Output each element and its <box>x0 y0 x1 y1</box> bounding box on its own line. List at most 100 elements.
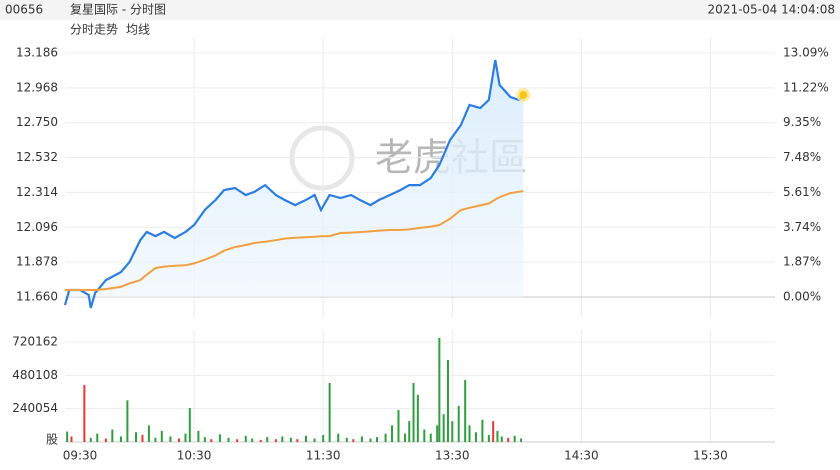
volume-bar <box>147 425 150 442</box>
volume-bar <box>178 438 181 442</box>
volume-bar <box>218 434 221 442</box>
volume-bar <box>184 433 187 442</box>
price-area <box>65 60 524 308</box>
volume-bar <box>135 432 137 442</box>
x-tick-label: 11:30 <box>306 449 341 463</box>
volume-bar <box>457 405 460 442</box>
volume-bar <box>154 437 157 442</box>
volume-bar <box>160 430 163 442</box>
volume-bar <box>111 429 114 442</box>
volume-bar <box>408 421 411 442</box>
volume-bar <box>236 439 239 442</box>
x-tick-label: 15:30 <box>693 449 728 463</box>
volume-bar <box>66 431 69 442</box>
volume-bar <box>210 439 213 442</box>
y-tick-label: 12.096 <box>16 220 58 234</box>
header-bar <box>0 0 840 20</box>
y2-tick-label: 9.35% <box>783 115 821 129</box>
volume-bar <box>322 435 325 442</box>
volume-bar <box>126 400 129 442</box>
volume-bar <box>197 430 200 442</box>
volume-bar <box>474 432 477 442</box>
x-tick-label: 09:30 <box>63 449 98 463</box>
volume-bar <box>227 437 230 442</box>
y-tick-label: 11.660 <box>16 290 58 304</box>
plot-layer: 11.660 11.878 12.096 12.314 12.532 12.750 12.9… <box>12 23 829 463</box>
y-tick-label: 12.750 <box>16 115 58 129</box>
volume-bar <box>442 414 445 442</box>
volume-bar <box>289 437 292 442</box>
volume-bar <box>375 437 378 442</box>
volume-bar <box>487 435 490 442</box>
volume-bar <box>423 429 426 442</box>
y-tick-label: 12.532 <box>16 150 58 164</box>
volume-bar <box>481 419 484 442</box>
volume-bar <box>416 394 419 442</box>
y2-tick-label: 5.61% <box>783 185 821 199</box>
volume-bar <box>345 437 348 442</box>
stock-name: 复星国际 - 分时图 <box>70 3 166 17</box>
volume-bar <box>468 425 471 442</box>
y2-tick-label: 0.00% <box>783 290 821 304</box>
y2-tick-label: 1.87% <box>783 255 821 269</box>
y-tick-label: 720162 <box>12 335 58 349</box>
volume-bar <box>266 437 269 442</box>
y-tick-label: 240054 <box>12 401 58 415</box>
series-line <box>65 190 524 291</box>
volume-bar <box>451 421 454 442</box>
volume-bar <box>391 425 394 442</box>
volume-bar <box>464 380 467 442</box>
legend-entry[interactable]: 均线 <box>126 23 150 37</box>
x-tick-label: 10:30 <box>177 449 212 463</box>
volume-bar <box>384 433 387 442</box>
volume-bar <box>104 438 107 442</box>
volume-bar <box>188 407 191 442</box>
volume-bar <box>412 382 415 442</box>
volume-bar <box>296 439 299 442</box>
y-axis-unit: 股 <box>46 433 58 447</box>
stock-code: 00656 <box>5 3 43 17</box>
volume-bar <box>352 439 355 442</box>
volume-bar <box>328 382 331 442</box>
y2-tick-label: 11.22% <box>783 80 829 94</box>
volume-bar <box>259 439 262 442</box>
volume-bar <box>70 436 73 442</box>
volume-bar <box>281 436 284 442</box>
volume-bar <box>436 425 439 442</box>
volume-bar <box>169 436 172 442</box>
volume-bar <box>89 437 92 442</box>
volume-bar <box>360 436 363 442</box>
volume-bar <box>520 438 523 442</box>
volume-bar <box>83 385 86 442</box>
volume-bar <box>397 410 400 442</box>
volume-bar <box>513 435 516 442</box>
volume-bar <box>304 435 307 442</box>
volume-bar <box>244 435 247 442</box>
volume-bar <box>251 438 254 442</box>
volume-bar <box>96 433 99 442</box>
last-point <box>519 91 528 100</box>
legend-entry[interactable]: 分时走势 <box>70 23 118 37</box>
x-tick-label: 13:30 <box>435 449 470 463</box>
y-tick-label: 12.968 <box>16 80 58 94</box>
y-tick-label: 11.878 <box>16 255 58 269</box>
volume-bar <box>446 360 449 442</box>
volume-bar <box>438 337 441 442</box>
volume-bar <box>369 438 372 442</box>
y2-tick-label: 3.74% <box>783 220 821 234</box>
y-tick-label: 13.186 <box>16 46 58 60</box>
volume-bar <box>500 436 503 442</box>
volume-bar <box>141 435 144 442</box>
y2-tick-label: 13.09% <box>783 46 829 60</box>
volume-bar <box>403 433 406 442</box>
volume-bar <box>492 421 495 442</box>
volume-bar <box>119 436 122 442</box>
y2-tick-label: 7.48% <box>783 150 821 164</box>
timestamp: 2021-05-04 14:04:08 <box>708 3 835 17</box>
volume-bar <box>496 430 499 442</box>
volume-bar <box>313 438 316 442</box>
volume-bar <box>337 433 340 442</box>
y-tick-label: 480108 <box>12 368 58 382</box>
volume-bar <box>274 439 277 442</box>
